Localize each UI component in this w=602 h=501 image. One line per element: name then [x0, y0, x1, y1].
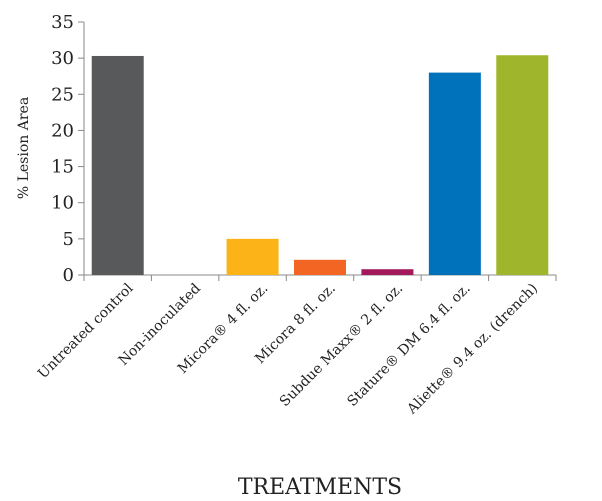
x-tick-label: Aliette® 9.4 oz. (drench) [404, 281, 542, 419]
bar-group [91, 55, 549, 275]
y-axis-label: % Lesion Area [16, 97, 32, 199]
y-tick-label: 10 [51, 193, 74, 214]
bar [496, 55, 549, 275]
y-tick-label: 15 [51, 157, 74, 178]
x-tick-label: Untreated control [35, 280, 137, 382]
bar [361, 269, 414, 275]
y-axis: 0 5 10 15 20 25 30 35 [51, 12, 85, 286]
y-tick-label: 20 [51, 120, 74, 141]
x-tick-label: Stature® DM 6.4 fl. oz. [344, 281, 473, 410]
y-tick-group: 0 5 10 15 20 25 30 35 [51, 12, 84, 286]
y-tick-label: 25 [51, 84, 74, 105]
y-tick-label: 30 [51, 48, 74, 69]
bar [294, 259, 346, 275]
y-tick-label: 5 [63, 229, 74, 250]
x-axis-label: TREATMENTS [238, 475, 402, 500]
bar [428, 72, 481, 275]
x-tick-group [83, 275, 557, 281]
y-tick-label: 0 [63, 265, 74, 286]
bar [226, 238, 279, 275]
x-axis [83, 274, 557, 281]
bar [91, 55, 144, 275]
y-tick-label: 35 [51, 12, 74, 33]
x-tick-label: Subdue Maxx® 2 fl. oz. [277, 281, 406, 410]
